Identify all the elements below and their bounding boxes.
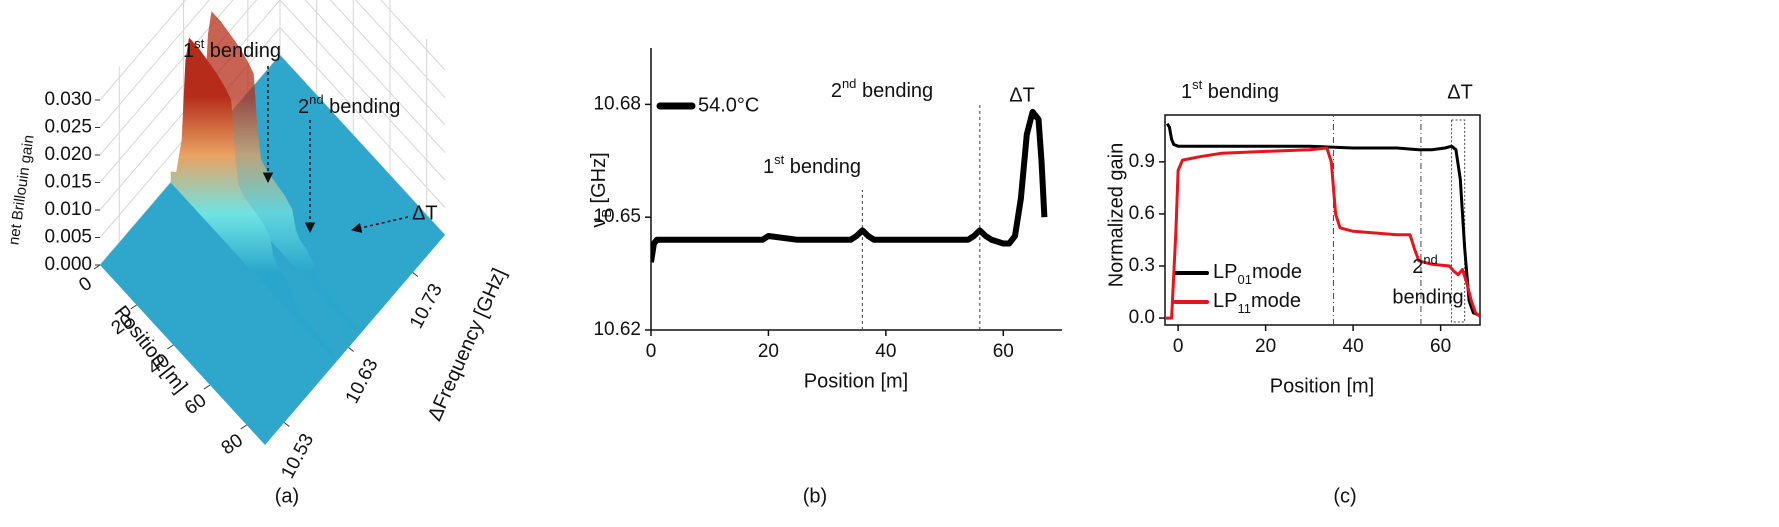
plot-frame xyxy=(1164,114,1481,326)
annotation: bending xyxy=(1392,286,1463,308)
y-axis-label-part: ν xyxy=(588,218,610,228)
z-tick-label: 0.030 xyxy=(44,89,92,110)
data-line xyxy=(1165,146,1481,320)
x-tick xyxy=(167,344,174,350)
z-tick-label: 0.025 xyxy=(44,117,92,138)
legend-label: LP11mode xyxy=(1213,290,1301,316)
annotation-part: nd xyxy=(1423,252,1437,267)
annotation-part: 2 xyxy=(298,96,309,118)
annotation: 1st bending xyxy=(183,36,281,62)
annotation-part: st xyxy=(774,152,785,167)
data-line xyxy=(651,108,1048,263)
annotation: ΔT xyxy=(412,202,438,224)
z-tick-label: 0.005 xyxy=(44,227,92,248)
x-tick-label: 60 xyxy=(181,390,210,419)
annotation-part: bending xyxy=(324,96,401,118)
y-axis-label: νB [GHz] xyxy=(588,152,614,227)
y-tick-label: 0.6 xyxy=(1129,203,1155,224)
legend-label-part: LP xyxy=(1213,290,1237,312)
y-tick-label: 10.68 xyxy=(593,93,641,114)
x-tick-label: 20 xyxy=(1255,336,1276,357)
y-tick-label: 10.62 xyxy=(593,319,641,340)
z-tick-label: 0.015 xyxy=(44,172,92,193)
caption: (b) xyxy=(803,485,827,507)
legend-label-part: 01 xyxy=(1237,272,1251,287)
x-tick xyxy=(93,264,101,270)
x-tick-label: 60 xyxy=(993,341,1014,362)
annotation-part: 2 xyxy=(1412,256,1423,278)
y-tick xyxy=(412,272,419,277)
arrows xyxy=(262,66,409,234)
annotation: 1st bending xyxy=(763,152,861,178)
annotation-part: 1 xyxy=(183,40,194,62)
x-tick-label: 40 xyxy=(875,341,896,362)
legend-label-part: 11 xyxy=(1237,301,1251,316)
surface-floor xyxy=(100,55,445,445)
region-box xyxy=(1451,119,1466,323)
y-tick-label: 0.3 xyxy=(1129,255,1155,276)
legend-label: LP01mode xyxy=(1213,261,1302,287)
annotation-part: 2 xyxy=(831,80,842,102)
y-axis-label-part: [GHz] xyxy=(588,152,610,209)
y-tick-label: 10.73 xyxy=(406,280,447,332)
x-tick-label: 40 xyxy=(1343,336,1364,357)
annotation-part: st xyxy=(1192,77,1203,92)
z-tick-label: 0.000 xyxy=(44,254,92,275)
z-tick-label: 0.020 xyxy=(44,144,92,165)
x-axis-label: Position [m] xyxy=(1270,375,1374,397)
y-tick xyxy=(283,422,290,427)
y-tick-label: 10.63 xyxy=(342,355,383,407)
x-tick xyxy=(203,384,211,390)
legend-label-part: mode xyxy=(1251,290,1301,312)
x-tick-label: 20 xyxy=(758,341,779,362)
x-axis-label: Position [m] xyxy=(804,370,908,392)
z-tick-label: 0.010 xyxy=(44,199,92,220)
annotation: ΔT xyxy=(1447,81,1473,103)
annotation: 2nd bending xyxy=(831,76,933,102)
x-tick-label: 80 xyxy=(218,430,247,459)
annotation-part: bending xyxy=(784,156,861,178)
annotation-part: 1 xyxy=(1181,81,1192,103)
x-tick-label: 0 xyxy=(646,341,657,362)
legend-label: 54.0°C xyxy=(698,94,759,116)
x-tick-label: 0 xyxy=(1173,336,1184,357)
annotation-part: nd xyxy=(309,92,323,107)
annotation: 1st bending xyxy=(1181,77,1279,103)
caption: (a) xyxy=(275,485,299,507)
y-tick-label: 0.9 xyxy=(1129,151,1155,172)
y-axis-label: Normalized gain xyxy=(1105,143,1127,288)
annotation-part: bending xyxy=(204,40,281,62)
y-tick-label: 0.0 xyxy=(1129,307,1155,328)
z-axis-label: net Brillouin gain xyxy=(5,134,37,246)
annotation-part: st xyxy=(194,36,205,51)
x-tick-label: 0 xyxy=(75,273,96,296)
caption: (c) xyxy=(1333,485,1356,507)
annotation-part: bending xyxy=(1202,81,1279,103)
x-tick-label: 60 xyxy=(1430,336,1451,357)
annotation-part: bending xyxy=(856,80,933,102)
annotation: ΔT xyxy=(1009,84,1035,106)
y-tick xyxy=(348,347,354,352)
y-tick-label: 10.65 xyxy=(593,206,641,227)
axes xyxy=(645,48,1062,336)
x-tick xyxy=(130,304,137,310)
annotation: 2nd bending xyxy=(298,92,400,118)
annotation-part: 1 xyxy=(763,156,774,178)
legend-label-part: mode xyxy=(1252,261,1302,283)
y-tick-label: 10.53 xyxy=(277,430,318,482)
data-line xyxy=(1165,122,1479,316)
surface-ridge-back xyxy=(193,11,359,337)
y-axis-label-part: B xyxy=(599,209,614,218)
annotation-part: nd xyxy=(842,76,856,91)
surface-ridge-front xyxy=(170,37,336,363)
annotation: 2nd xyxy=(1412,252,1438,278)
axes xyxy=(1159,114,1481,331)
x-tick xyxy=(240,424,247,430)
legend-label-part: LP xyxy=(1213,261,1237,283)
